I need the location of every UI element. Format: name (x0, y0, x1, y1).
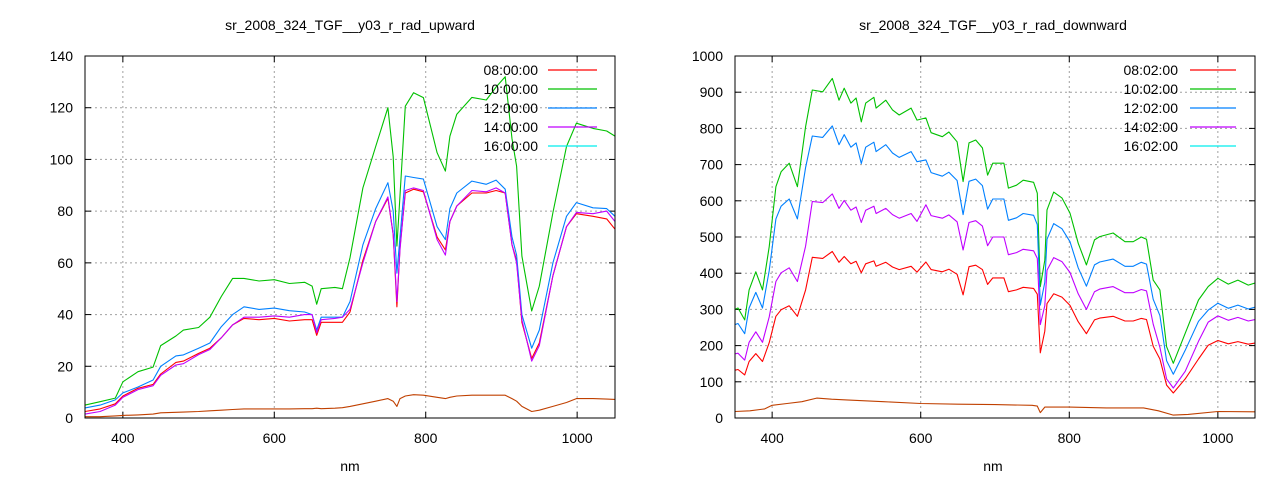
series-line-16-00-00 (85, 394, 615, 418)
chart-title: sr_2008_324_TGF__y03_r_rad_downward (859, 17, 1127, 33)
legend-label: 16:02:00 (1124, 138, 1179, 154)
chart-downward: sr_2008_324_TGF__y03_r_rad_downward nm 4… (692, 17, 1256, 474)
series-line-08-02-00 (735, 250, 1255, 394)
series-line-12-02-00 (735, 125, 1255, 375)
y-tick-label: 600 (700, 193, 724, 209)
legend-label: 12:02:00 (1124, 100, 1179, 116)
series-line-14-00-00 (85, 187, 615, 415)
y-tick-label: 200 (700, 338, 724, 354)
legend-label: 08:00:00 (484, 62, 539, 78)
x-tick-label: 1000 (562, 430, 593, 446)
x-tick-label: 800 (414, 430, 438, 446)
x-tick-label: 600 (263, 430, 287, 446)
chart-upward: sr_2008_324_TGF__y03_r_rad_upward nm 400… (50, 17, 616, 474)
y-tick-label: 100 (50, 151, 74, 167)
legend-label: 12:00:00 (484, 100, 539, 116)
y-tick-label: 700 (700, 157, 724, 173)
y-tick-label: 40 (57, 307, 73, 323)
y-tick-label: 0 (715, 410, 723, 426)
x-tick-label: 400 (111, 430, 135, 446)
legend-label: 14:00:00 (484, 119, 539, 135)
series-line-14-02-00 (735, 193, 1255, 389)
series-line-10-00-00 (85, 76, 615, 406)
chart-title: sr_2008_324_TGF__y03_r_rad_upward (225, 17, 475, 33)
y-tick-label: 800 (700, 120, 724, 136)
y-tick-label: 500 (700, 229, 724, 245)
y-tick-label: 100 (700, 374, 724, 390)
x-axis-label: nm (340, 458, 359, 474)
y-tick-label: 0 (65, 410, 73, 426)
legend-label: 10:02:00 (1124, 81, 1179, 97)
series-line-12-00-00 (85, 175, 615, 409)
series-line-16-02-00 (735, 397, 1255, 416)
y-tick-label: 1000 (692, 48, 723, 64)
series-line-10-02-00 (735, 77, 1255, 364)
x-tick-label: 600 (909, 430, 933, 446)
y-tick-label: 140 (50, 48, 74, 64)
y-tick-label: 400 (700, 265, 724, 281)
x-tick-label: 800 (1058, 430, 1082, 446)
y-tick-label: 80 (57, 203, 73, 219)
y-tick-label: 300 (700, 301, 724, 317)
legend-label: 14:02:00 (1124, 119, 1179, 135)
plot-border (84, 55, 616, 419)
x-tick-label: 400 (760, 430, 784, 446)
x-tick-label: 1000 (1202, 430, 1233, 446)
legend-label: 16:00:00 (484, 138, 539, 154)
y-tick-label: 60 (57, 255, 73, 271)
legend-label: 08:02:00 (1124, 62, 1179, 78)
plot-border (734, 55, 1256, 419)
y-tick-label: 120 (50, 100, 74, 116)
legend-label: 10:00:00 (484, 81, 539, 97)
y-tick-label: 20 (57, 358, 73, 374)
y-tick-label: 900 (700, 84, 724, 100)
x-axis-label: nm (983, 458, 1002, 474)
